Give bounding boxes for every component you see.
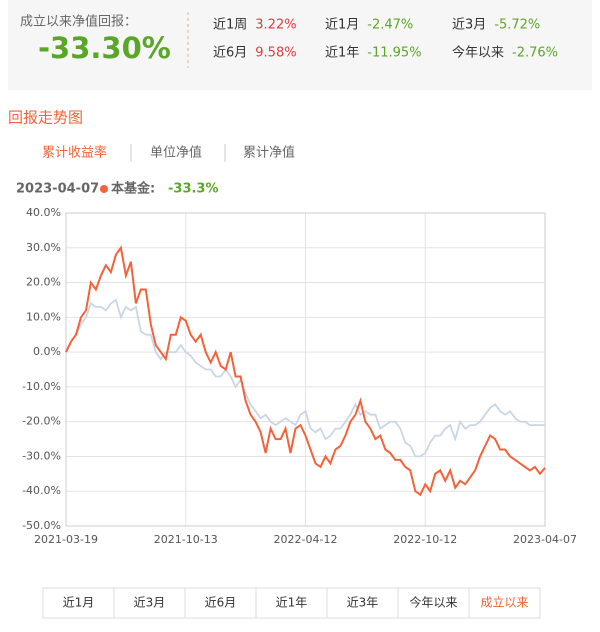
tab[interactable]: 累计收益率	[42, 145, 107, 161]
period-label: 近1月	[325, 18, 359, 33]
range-button[interactable]: 近1月	[63, 596, 95, 610]
range-button[interactable]: 近3年	[347, 596, 379, 610]
range-buttons: 近1月 近3月 近6月 近1年 近3年 今年以来 成立以来	[42, 587, 541, 619]
x-tick-label: 2022-10-12	[393, 533, 457, 546]
period-value: 3.22%	[255, 18, 296, 33]
y-tick-label: -20.0%	[22, 415, 61, 428]
y-tick-label: 10.0%	[26, 310, 61, 323]
legend-value: -33.3%	[168, 182, 219, 197]
y-tick-label: 30.0%	[26, 241, 61, 254]
period-value: 9.58%	[255, 46, 296, 61]
period-label: 今年以来	[452, 45, 504, 61]
range-button[interactable]: 近6月	[205, 596, 237, 610]
legend-name: 本基金:	[111, 181, 155, 197]
legend-date: 2023-04-07	[16, 182, 99, 197]
period-value: -2.47%	[367, 18, 413, 33]
legend-marker	[100, 185, 108, 193]
y-tick-label: -50.0%	[22, 519, 61, 532]
range-button[interactable]: 近3月	[134, 596, 166, 610]
tab[interactable]: 单位净值	[150, 145, 202, 161]
period-label: 近1周	[213, 18, 247, 33]
period-label: 近1年	[325, 46, 359, 61]
range-button[interactable]: 今年以来	[409, 595, 457, 610]
periods: 近1周 3.22% 近1月 -2.47% 近3月 -5.72% 近6月 9.58% 近1年 -11…	[213, 18, 558, 61]
range-button[interactable]: 近1年	[276, 596, 308, 610]
y-tick-label: 20.0%	[26, 276, 61, 289]
period-label: 近6月	[213, 46, 247, 61]
y-tick-label: -30.0%	[22, 449, 61, 462]
y-tick-label: 0.0%	[33, 345, 61, 358]
x-tick-label: 2023-04-07	[513, 533, 577, 546]
button-bar	[42, 587, 541, 619]
y-tick-label: -40.0%	[22, 484, 61, 497]
series-line	[65, 245, 546, 497]
y-tick-label: -10.0%	[22, 380, 61, 393]
period-value: -11.95%	[367, 46, 421, 61]
range-button[interactable]: 成立以来	[480, 595, 528, 610]
period-value: -2.76%	[512, 46, 558, 61]
summary-box	[8, 0, 592, 90]
series-line	[65, 298, 545, 458]
chart: 40.0% 30.0% 20.0% 10.0% 0.0% -10.0% -20.0% -30.…	[22, 206, 577, 546]
x-tick-label: 2021-10-13	[154, 533, 218, 546]
period-label: 近3月	[452, 18, 486, 33]
x-tick-label: 2022-04-12	[274, 533, 338, 546]
summary-label: 成立以来净值回报：	[20, 14, 137, 30]
summary-value: -33.30%	[38, 31, 171, 65]
period-value: -5.72%	[494, 18, 540, 33]
plot-border	[65, 212, 546, 527]
tab[interactable]: 累计净值	[243, 145, 295, 161]
y-tick-label: 40.0%	[26, 206, 61, 219]
section-title: 回报走势图	[8, 109, 83, 127]
x-tick-label: 2021-03-19	[34, 533, 98, 546]
